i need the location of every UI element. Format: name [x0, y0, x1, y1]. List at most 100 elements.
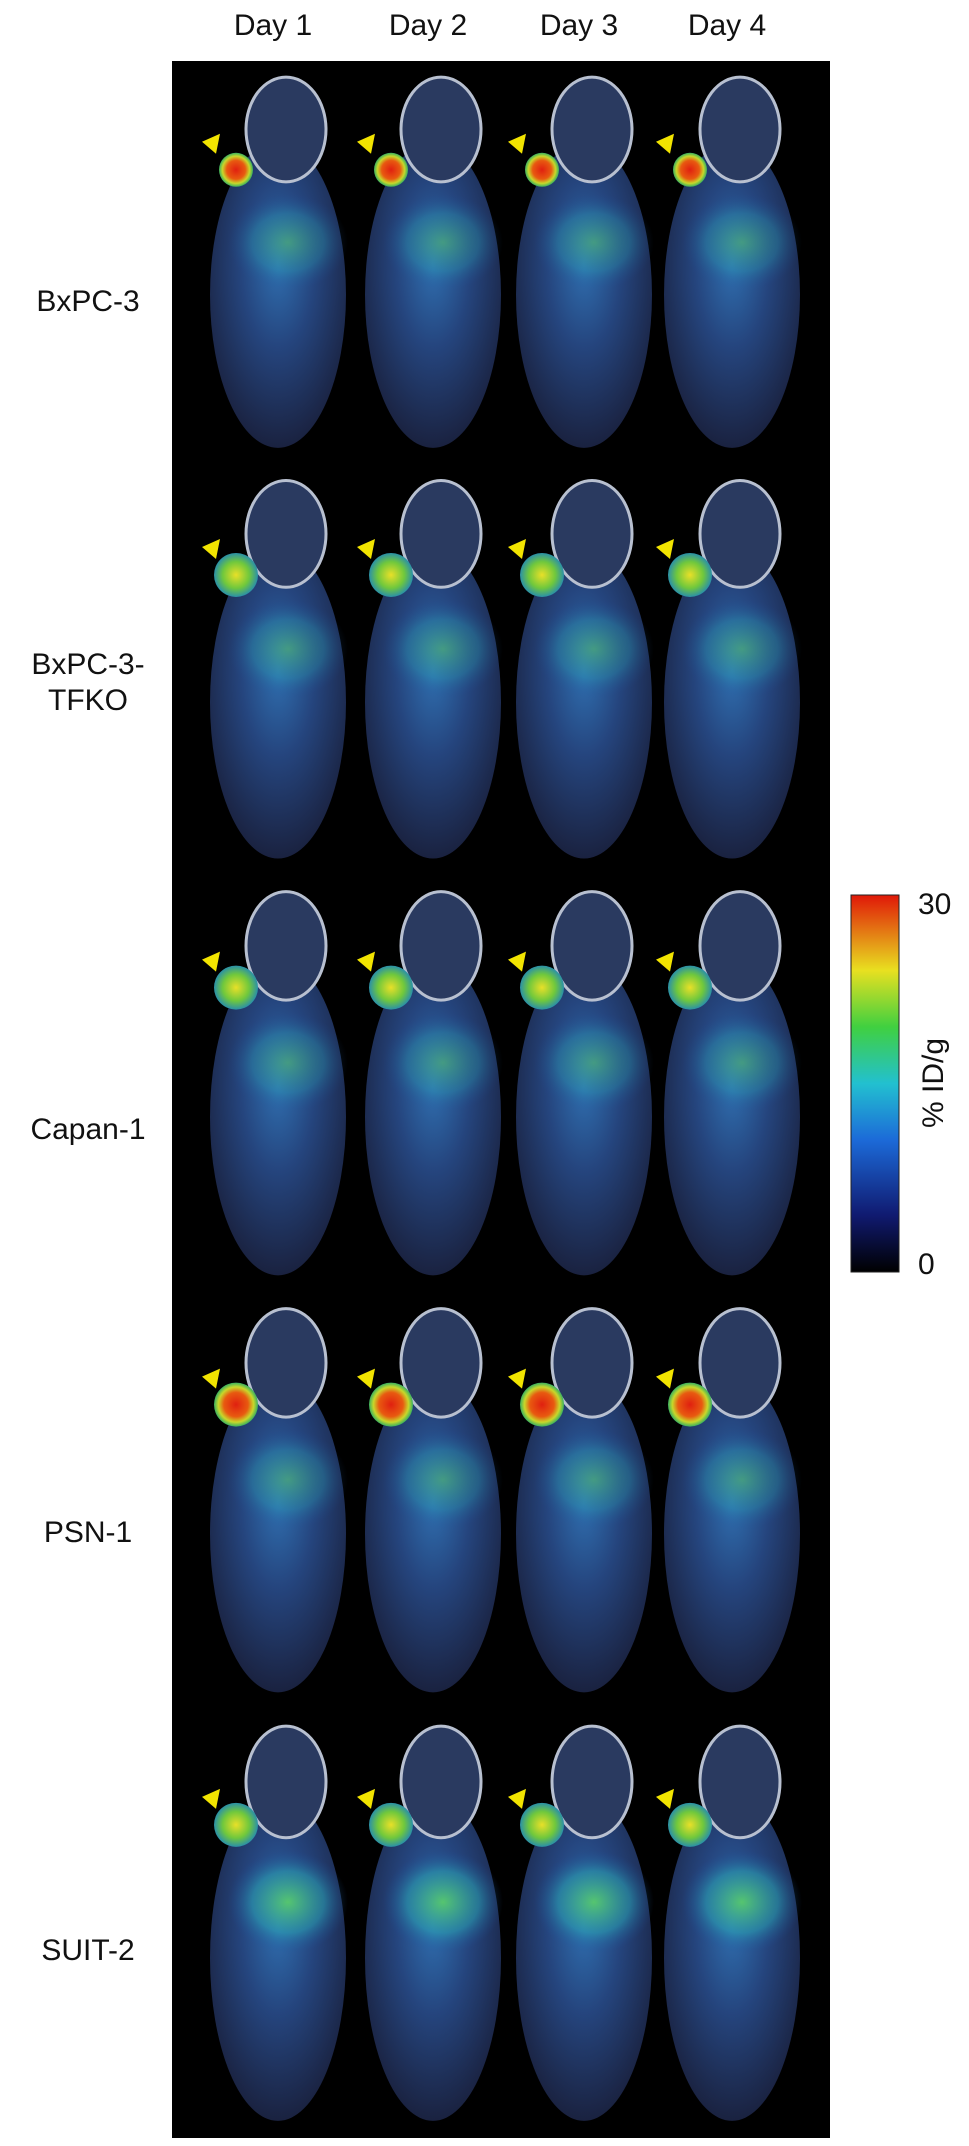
arrowhead: [656, 538, 674, 559]
tumor: [668, 552, 712, 597]
tumor: [214, 552, 258, 597]
uptake: [228, 1012, 348, 1113]
mouse-image: [357, 75, 503, 448]
arrowhead: [357, 1788, 375, 1809]
mouse-image: [202, 75, 348, 448]
mouse-head: [550, 1307, 634, 1419]
uptake: [383, 1429, 503, 1530]
uptake: [228, 599, 348, 699]
mouse-image: [656, 890, 802, 1276]
mouse-image: [357, 890, 503, 1276]
tumor: [374, 152, 408, 187]
arrowhead: [202, 1788, 220, 1809]
arrowhead: [202, 538, 220, 559]
arrowhead: [202, 1368, 220, 1389]
column-label: Day 2: [389, 9, 467, 42]
uptake: [228, 1850, 348, 1954]
tumor: [668, 965, 712, 1010]
mouse-head: [698, 478, 782, 589]
arrowhead: [656, 951, 674, 972]
mouse-head: [244, 75, 328, 184]
uptake: [383, 193, 503, 291]
uptake: [534, 1850, 654, 1954]
mouse-head: [550, 890, 634, 1002]
row-label: SUIT-2: [41, 1934, 134, 1967]
mouse-head: [698, 1307, 782, 1419]
mouse-head: [550, 75, 634, 184]
mouse-image: [202, 890, 348, 1276]
mouse-body: [210, 141, 346, 448]
arrowhead: [508, 538, 526, 559]
tumor: [369, 1382, 413, 1427]
mouse-head: [399, 75, 483, 184]
mouse-image: [202, 1307, 348, 1693]
tumor: [525, 152, 559, 187]
tumor: [520, 965, 564, 1010]
pet-ct-images: [202, 75, 802, 2121]
arrowhead: [202, 951, 220, 972]
arrowhead: [508, 951, 526, 972]
uptake: [228, 193, 348, 291]
column-label: Day 1: [234, 9, 312, 42]
arrowhead: [656, 133, 674, 154]
row-label: Capan-1: [30, 1113, 145, 1146]
tumor: [520, 552, 564, 597]
uptake: [534, 193, 654, 291]
arrowhead: [656, 1788, 674, 1809]
mouse-image: [656, 1307, 802, 1693]
arrowhead: [357, 538, 375, 559]
mouse-image: [508, 1307, 654, 1693]
mouse-body: [516, 141, 652, 448]
colorbar: [850, 894, 900, 1273]
arrowhead: [508, 133, 526, 154]
colorbar-max: 30: [918, 888, 951, 921]
tumor: [369, 965, 413, 1010]
mouse-image: [508, 75, 654, 448]
colorbar-min: 0: [918, 1248, 935, 1281]
tumor: [219, 152, 253, 187]
mouse-image: [357, 1724, 503, 2121]
tumor: [668, 1382, 712, 1427]
mouse-head: [399, 1724, 483, 1840]
arrowhead: [656, 1368, 674, 1389]
uptake: [228, 1429, 348, 1530]
mouse-image: [357, 1307, 503, 1693]
tumor: [673, 152, 707, 187]
tumor: [214, 965, 258, 1010]
mouse-head: [550, 478, 634, 589]
uptake: [534, 599, 654, 699]
tumor: [369, 1802, 413, 1847]
uptake: [383, 599, 503, 699]
mouse-image: [202, 1724, 348, 2121]
mouse-head: [244, 478, 328, 589]
uptake: [682, 1012, 802, 1113]
colorbar-label: % ID/g: [917, 1038, 950, 1128]
tumor: [520, 1802, 564, 1847]
mouse-head: [244, 1724, 328, 1840]
uptake: [534, 1012, 654, 1113]
uptake: [383, 1850, 503, 1954]
uptake: [682, 1429, 802, 1530]
arrowhead: [508, 1788, 526, 1809]
mouse-head: [399, 890, 483, 1002]
mouse-image: [656, 1724, 802, 2121]
arrowhead: [357, 1368, 375, 1389]
tumor: [214, 1382, 258, 1427]
mouse-image: [508, 1724, 654, 2121]
mouse-body: [365, 141, 501, 448]
uptake: [383, 1012, 503, 1113]
mouse-head: [399, 1307, 483, 1419]
uptake: [682, 1850, 802, 1954]
arrowhead: [357, 951, 375, 972]
mouse-head: [698, 1724, 782, 1840]
uptake: [682, 193, 802, 291]
mouse-body: [664, 141, 800, 448]
row-label: BxPC-3-TFKO: [31, 648, 144, 717]
mouse-image: [656, 75, 802, 448]
mouse-head: [698, 75, 782, 184]
uptake: [682, 599, 802, 699]
mouse-head: [399, 478, 483, 589]
row-label: BxPC-3: [36, 285, 139, 318]
mouse-head: [698, 890, 782, 1002]
